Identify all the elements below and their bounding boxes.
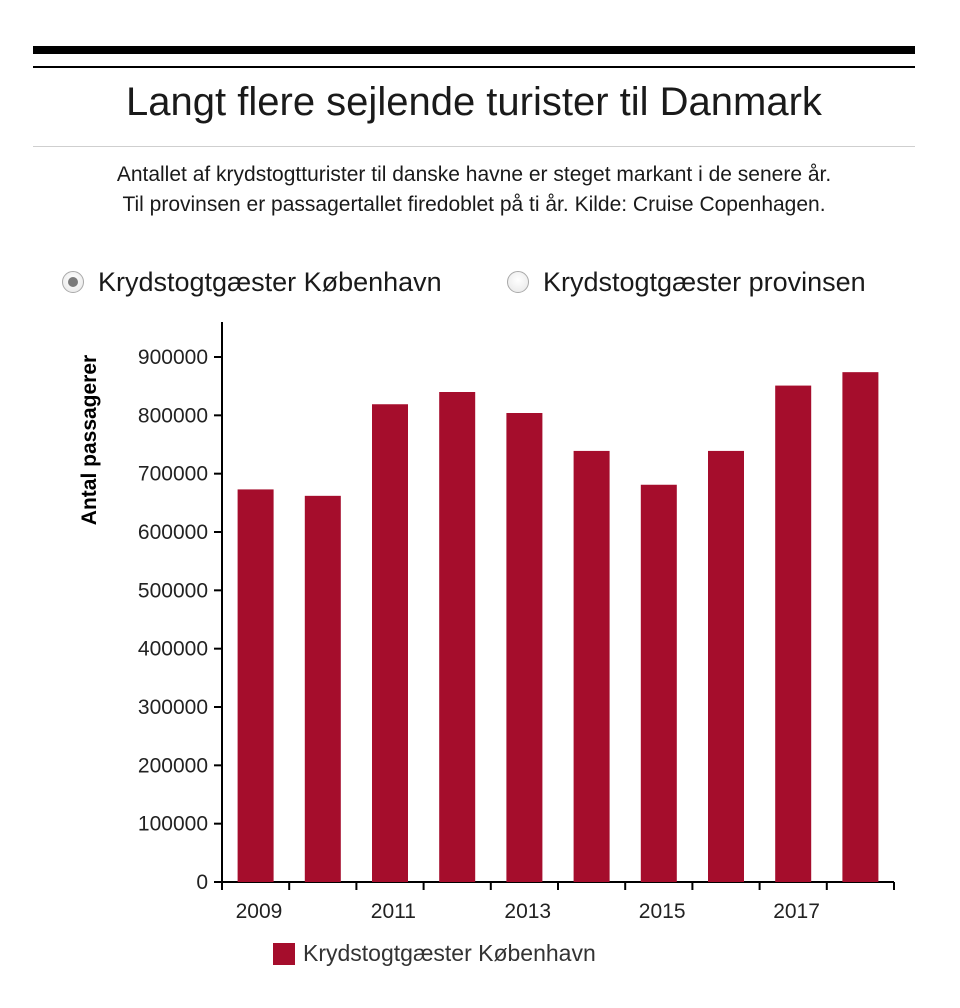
radio-label-province[interactable]: Krydstogtgæster provinsen xyxy=(543,266,866,297)
bar xyxy=(304,495,341,882)
y-tick-label: 700000 xyxy=(138,463,208,486)
bar xyxy=(237,489,274,882)
radio-option-province[interactable]: Krydstogtgæster provinsen xyxy=(507,262,866,302)
header-rule-thin xyxy=(33,66,915,68)
legend-label: Krydstogtgæster København xyxy=(303,940,596,966)
bar xyxy=(506,413,543,882)
y-tick-label: 0 xyxy=(196,871,208,894)
chart-title: Langt flere sejlende turister til Danmar… xyxy=(126,80,822,124)
bar xyxy=(372,404,408,882)
header-rule-thick xyxy=(33,46,915,54)
title-divider xyxy=(33,146,915,147)
radio-button-copenhagen[interactable] xyxy=(62,271,84,293)
chart-subtitle: Antallet af krydstogtturister til danske… xyxy=(20,160,928,220)
legend-swatch xyxy=(273,942,295,965)
radio-button-province[interactable] xyxy=(507,271,529,293)
x-tick-label: 2017 xyxy=(773,900,820,923)
radio-option-copenhagen[interactable]: Krydstogtgæster København xyxy=(62,262,442,302)
x-tick-label: 2011 xyxy=(371,900,416,923)
y-tick-label: 100000 xyxy=(138,813,208,836)
y-tick-label: 300000 xyxy=(138,696,208,719)
bar-chart: 0 100000 200000 300000 400000 500000 600000 700… xyxy=(78,322,895,923)
subtitle-line-1: Antallet af krydstogtturister til danske… xyxy=(116,163,832,186)
bar xyxy=(573,450,610,882)
radio-label-copenhagen[interactable]: Krydstogtgæster København xyxy=(98,266,442,297)
bar xyxy=(640,484,677,882)
x-tick-label: 2009 xyxy=(236,900,283,923)
y-tick-label: 600000 xyxy=(138,521,208,544)
y-tick-label: 500000 xyxy=(138,579,208,602)
bar xyxy=(439,392,476,882)
legend: Krydstogtgæster København xyxy=(273,940,596,967)
y-axis-title: Antal passagerer xyxy=(78,355,101,525)
subtitle-line-2: Til provinsen er passagertallet firedobl… xyxy=(122,193,826,216)
x-tick-label: 2015 xyxy=(639,900,686,923)
y-tick-label: 200000 xyxy=(138,754,208,777)
y-tick-label: 400000 xyxy=(138,638,208,661)
y-tick-label: 900000 xyxy=(138,346,208,369)
bar xyxy=(708,450,744,882)
bar xyxy=(842,372,879,882)
y-tick-label: 800000 xyxy=(138,404,208,427)
x-tick-label: 2013 xyxy=(504,900,551,923)
bar xyxy=(775,385,812,882)
